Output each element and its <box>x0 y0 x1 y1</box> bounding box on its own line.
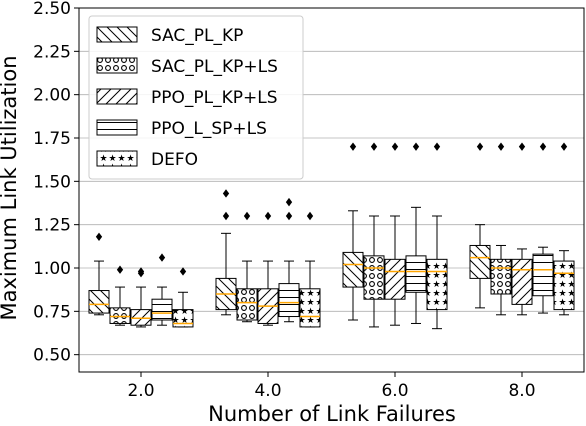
box-body <box>512 259 532 304</box>
box-sac-pl-kp-0 <box>89 233 109 315</box>
box-defo-2 <box>427 142 447 328</box>
box-body <box>427 259 447 309</box>
box-body <box>89 291 109 314</box>
box-sac-pl-kp-ls-2 <box>364 142 384 326</box>
y-tick-label: 1.00 <box>33 259 71 279</box>
x-tick-label: 2.0 <box>127 381 154 401</box>
box-body <box>406 256 426 292</box>
box-sac-pl-kp-ls-0 <box>110 266 130 326</box>
y-tick-label: 1.50 <box>33 172 71 192</box>
outlier-point <box>371 142 377 150</box>
outlier-point <box>434 142 440 150</box>
outlier-point <box>413 142 419 150</box>
box-sac-pl-kp-3 <box>470 142 490 307</box>
outlier-point <box>350 142 356 150</box>
legend-label: PPO_L_SP+LS <box>151 119 267 139</box>
box-ppo-l-sp-ls-3 <box>533 142 553 313</box>
box-ppo-l-sp-ls-2 <box>406 142 426 323</box>
box-body <box>385 259 405 299</box>
box-defo-1 <box>300 212 320 327</box>
box-body <box>533 254 553 296</box>
outlier-point <box>561 142 567 150</box>
box-sac-pl-kp-2 <box>343 142 363 320</box>
outlier-point <box>540 142 546 150</box>
outlier-point <box>180 267 186 275</box>
outlier-point <box>159 253 165 261</box>
box-body <box>554 261 574 310</box>
outlier-point <box>477 142 483 150</box>
box-ppo-l-sp-ls-1 <box>279 198 299 322</box>
x-tick-label: 8.0 <box>508 381 535 401</box>
legend-label: SAC_PL_KP+LS <box>151 57 278 77</box>
box-ppo-pl-kp-ls-0 <box>131 267 151 327</box>
legend-swatch <box>97 58 137 73</box>
box-ppo-pl-kp-ls-3 <box>512 142 532 314</box>
box-body <box>131 310 151 326</box>
y-tick-label: 2.00 <box>33 86 71 106</box>
legend-label: PPO_PL_KP+LS <box>151 88 278 108</box>
y-tick-label: 0.50 <box>33 346 71 366</box>
box-body <box>173 310 193 327</box>
x-axis-ticks: 2.0 4.0 6.0 8.0 <box>127 372 535 401</box>
box-sac-pl-kp-ls-1 <box>237 212 257 322</box>
y-tick-label: 2.50 <box>33 0 71 19</box>
box-body <box>364 256 384 299</box>
box-ppo-pl-kp-ls-1 <box>258 212 278 325</box>
x-axis-label: Number of Link Failures <box>208 402 456 426</box>
outlier-point <box>498 142 504 150</box>
outlier-point <box>307 212 313 220</box>
box-body <box>279 284 299 317</box>
x-tick-label: 6.0 <box>381 381 408 401</box>
y-axis-ticks: 0.50 0.75 1.00 1.25 1.50 1.75 2.00 2.25 2.50 <box>33 0 79 366</box>
y-axis-label: Maximum Link Utilization <box>0 55 21 320</box>
legend-swatch <box>97 89 137 104</box>
outlier-point <box>223 212 229 220</box>
legend-swatch <box>97 120 137 135</box>
outlier-point <box>286 198 292 206</box>
outlier-point <box>286 212 292 220</box>
outlier-point <box>117 266 123 274</box>
box-ppo-pl-kp-ls-2 <box>385 142 405 325</box>
outlier-point <box>519 142 525 150</box>
y-tick-label: 1.25 <box>33 216 71 236</box>
box-body <box>343 252 363 287</box>
box-body <box>110 308 130 324</box>
x-tick-label: 4.0 <box>254 381 281 401</box>
box-defo-3 <box>554 142 574 314</box>
outlier-point <box>265 212 271 220</box>
legend-label: DEFO <box>151 150 198 170</box>
box-body <box>491 259 511 294</box>
box-body <box>300 289 320 327</box>
box-sac-pl-kp-1 <box>216 189 236 315</box>
y-tick-label: 0.75 <box>33 302 71 322</box>
legend-swatch <box>97 27 137 42</box>
box-ppo-l-sp-ls-0 <box>152 253 172 325</box>
legend-swatch <box>97 151 137 166</box>
legend: SAC_PL_KP SAC_PL_KP+LS PPO_PL_KP+LS PPO_L_S… <box>89 16 303 179</box>
box-body <box>470 245 490 278</box>
outlier-point <box>96 233 102 241</box>
outlier-point <box>392 142 398 150</box>
box-body <box>152 299 172 320</box>
box-sac-pl-kp-ls-3 <box>491 142 511 314</box>
outlier-point <box>244 212 250 220</box>
legend-label: SAC_PL_KP <box>151 26 243 46</box>
outlier-point <box>223 189 229 197</box>
box-defo-0 <box>173 267 193 327</box>
y-tick-label: 1.75 <box>33 129 71 149</box>
y-tick-label: 2.25 <box>33 42 71 62</box>
box-body <box>237 289 257 320</box>
